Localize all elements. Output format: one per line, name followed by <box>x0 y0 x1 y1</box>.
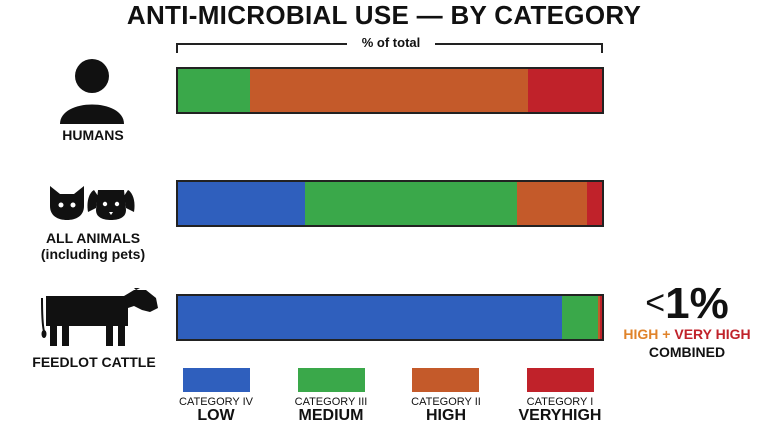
person-icon <box>60 59 124 124</box>
bar-segment-veryhigh <box>599 296 602 339</box>
annotation-high: HIGH <box>623 326 659 342</box>
cat-icon <box>50 186 84 220</box>
bar-feedlot-cattle <box>176 294 604 341</box>
bar-segment-medium <box>305 182 518 225</box>
legend-category-iii: CATEGORY III <box>294 396 368 408</box>
bar-all-animals <box>176 180 604 227</box>
bar-segment-high <box>250 69 528 112</box>
annotation-plus: + <box>658 326 675 342</box>
axis-label: % of total <box>347 35 435 50</box>
label-humans: HUMANS <box>62 127 124 143</box>
chart-title: ANTI-MICROBIAL USE — BY CATEGORY <box>126 0 642 30</box>
annotation-categories: HIGH + VERY HIGH <box>612 326 762 342</box>
legend-level-medium: MEDIUM <box>298 407 364 424</box>
annotation-value: <1% <box>612 280 762 327</box>
bar-segment-medium <box>178 69 251 112</box>
annotation-percent: 1% <box>665 279 729 328</box>
bar-segment-veryhigh <box>527 69 602 112</box>
bar-segment-medium <box>562 296 599 339</box>
bar-segment-high <box>517 182 588 225</box>
label-all-animals: ALL ANIMALS <box>45 230 141 246</box>
annotation-combined: COMBINED <box>648 344 726 360</box>
label-all-animals-sub: (including pets) <box>40 246 146 262</box>
bar-segment-veryhigh <box>587 182 602 225</box>
legend-swatch-low <box>183 368 250 392</box>
annotation-less-than: < <box>645 284 666 322</box>
legend-category-iv: CATEGORY IV <box>179 396 253 408</box>
legend-level-low: LOW <box>197 407 235 424</box>
bar-humans <box>176 67 604 114</box>
cow-icon <box>41 288 158 346</box>
legend-category-i: CATEGORY I <box>526 396 594 408</box>
legend-category-ii: CATEGORY II <box>411 396 481 408</box>
annotation-very-high: VERY HIGH <box>674 326 751 342</box>
legend-level-veryhigh: VERYHIGH <box>518 407 602 424</box>
legend-swatch-medium <box>298 368 365 392</box>
legend-swatch-high <box>412 368 479 392</box>
legend-level-high: HIGH <box>426 407 466 424</box>
dog-icon <box>87 190 135 220</box>
label-feedlot-cattle: FEEDLOT CATTLE <box>32 354 156 370</box>
bar-segment-low <box>178 182 306 225</box>
bar-segment-high <box>598 296 600 339</box>
legend-swatch-veryhigh <box>527 368 594 392</box>
bar-segment-low <box>178 296 563 339</box>
